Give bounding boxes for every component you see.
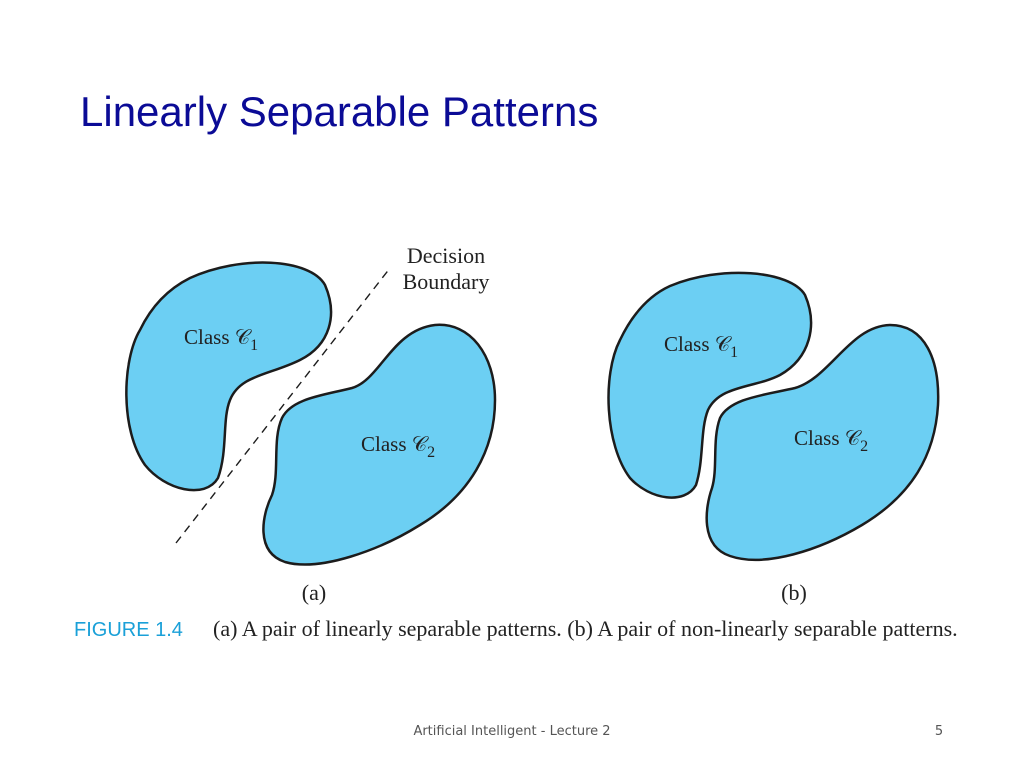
panel-b-class1-region bbox=[607, 271, 813, 499]
panel-a-class1-region bbox=[125, 261, 333, 492]
slide-title: Linearly Separable Patterns bbox=[80, 88, 599, 135]
panel-b-class1-label: Class 𝒞1 bbox=[664, 332, 738, 361]
panel-a: Decision Boundary Class 𝒞1 Class 𝒞2 (a) bbox=[125, 243, 497, 605]
caption-tag: FIGURE 1.4 bbox=[74, 619, 183, 641]
panel-b-class2-region bbox=[705, 323, 940, 561]
decision-boundary-line bbox=[175, 267, 391, 544]
panel-b: Class 𝒞1 Class 𝒞2 (b) bbox=[607, 271, 940, 605]
slide-footer: Artificial Intelligent - Lecture 2 bbox=[413, 724, 611, 739]
caption-text: (a) A pair of linearly separable pattern… bbox=[213, 616, 958, 641]
panel-a-class2-region bbox=[262, 323, 497, 566]
panel-a-class2-label: Class 𝒞2 bbox=[361, 432, 435, 461]
figure-caption: FIGURE 1.4 (a) A pair of linearly separab… bbox=[74, 614, 974, 645]
decision-boundary-label-line2: Boundary bbox=[403, 269, 490, 294]
panel-b-class2-label: Class 𝒞2 bbox=[794, 426, 868, 455]
panel-a-class1-label: Class 𝒞1 bbox=[184, 325, 258, 354]
panel-a-label: (a) bbox=[302, 580, 326, 605]
panel-b-label: (b) bbox=[781, 580, 807, 605]
decision-boundary-label-line1: Decision bbox=[407, 243, 485, 268]
page-number: 5 bbox=[934, 724, 944, 739]
